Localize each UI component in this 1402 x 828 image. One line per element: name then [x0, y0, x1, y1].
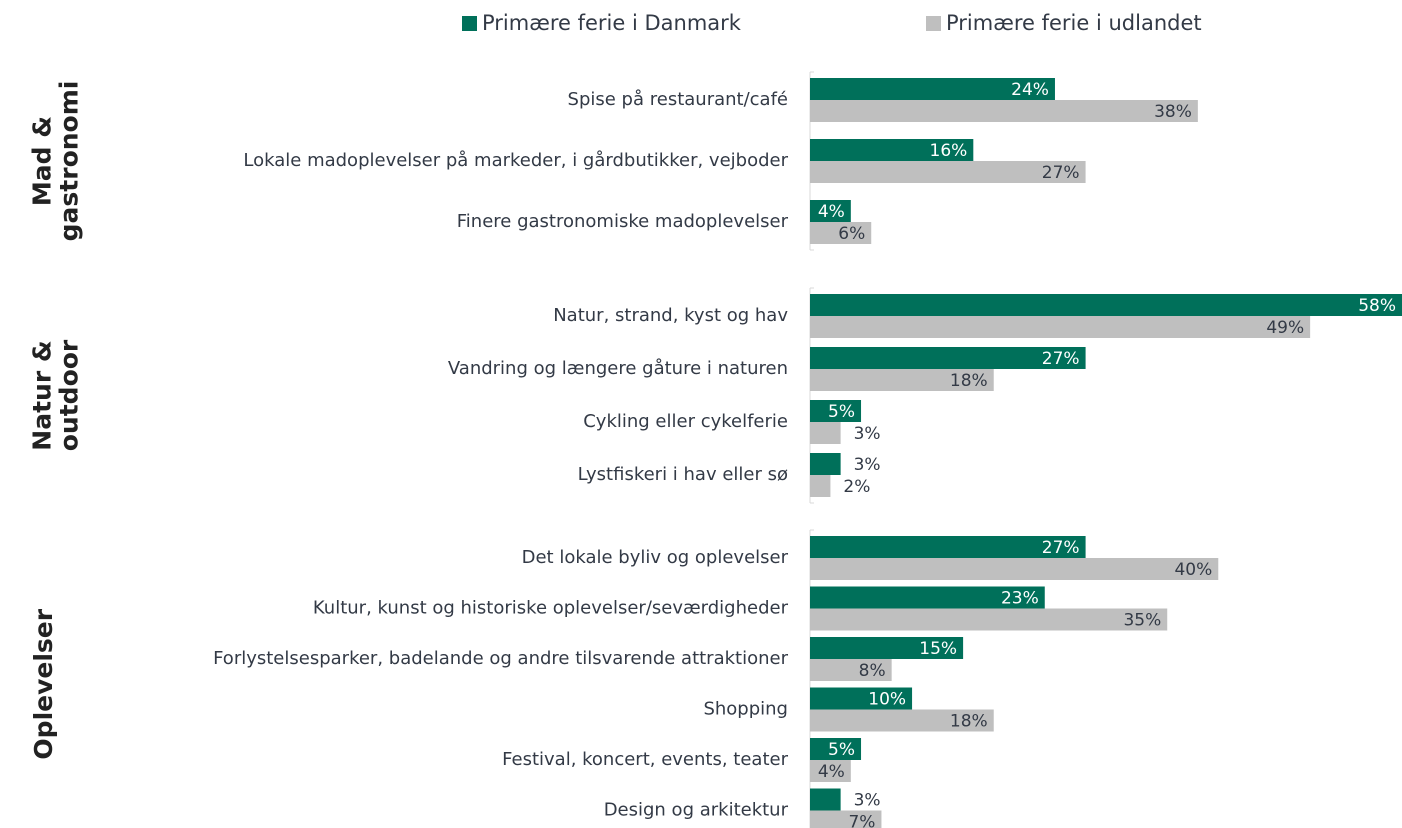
value-label: 10% — [868, 690, 906, 710]
bar — [810, 637, 964, 659]
value-label: 5% — [828, 740, 855, 760]
value-label: 5% — [828, 402, 855, 422]
value-label: 18% — [950, 712, 988, 732]
bar — [810, 608, 1168, 631]
category-label: Festival, koncert, events, teater — [502, 749, 788, 770]
bar — [810, 222, 872, 244]
bar — [810, 453, 841, 475]
legend-swatch — [462, 16, 477, 31]
bar — [810, 294, 1402, 316]
category-label: Shopping — [703, 699, 788, 720]
category-label: Finere gastronomiske madoplevelser — [457, 211, 789, 232]
legend-label: Primære ferie i udlandet — [946, 11, 1202, 35]
value-label: 27% — [1042, 538, 1080, 558]
legend-label: Primære ferie i Danmark — [482, 11, 742, 35]
group-label: outdoor — [55, 339, 84, 451]
category-label: Cykling eller cykelferie — [583, 411, 788, 432]
bar — [810, 475, 831, 497]
bar — [810, 78, 1055, 100]
bar — [810, 586, 1045, 609]
legend-swatch — [926, 16, 941, 31]
category-label: Spise på restaurant/café — [568, 89, 788, 110]
value-label: 27% — [1042, 349, 1080, 369]
value-label: 24% — [1011, 80, 1049, 100]
category-label: Design og arkitektur — [604, 800, 789, 821]
category-label: Vandring og længere gåture i naturen — [448, 358, 788, 379]
value-label: 4% — [818, 762, 845, 782]
bar — [810, 709, 994, 732]
bar — [810, 422, 841, 444]
bar — [810, 161, 1086, 183]
bar — [810, 738, 862, 760]
bar — [810, 659, 892, 681]
bar — [810, 536, 1086, 558]
value-label: 23% — [1001, 589, 1039, 609]
value-label: 3% — [854, 791, 881, 811]
value-label: 38% — [1154, 102, 1192, 122]
bar — [810, 760, 851, 782]
value-label: 4% — [818, 202, 845, 222]
bar — [810, 316, 1311, 338]
value-label: 27% — [1042, 163, 1080, 183]
bar — [810, 558, 1219, 580]
value-label: 18% — [950, 371, 988, 391]
group-label: Natur & — [28, 340, 57, 450]
value-label: 3% — [854, 424, 881, 444]
bar — [810, 810, 882, 828]
category-label: Kultur, kunst og historiske oplevelser/s… — [313, 598, 789, 619]
bar — [810, 200, 851, 222]
bar — [810, 369, 994, 391]
bar — [810, 347, 1086, 369]
value-label: 6% — [838, 224, 865, 244]
bar — [810, 139, 974, 161]
category-label: Natur, strand, kyst og hav — [553, 305, 788, 326]
value-label: 15% — [919, 639, 957, 659]
value-label: 40% — [1174, 560, 1212, 580]
value-label: 16% — [930, 141, 968, 161]
value-label: 3% — [854, 455, 881, 475]
value-label: 58% — [1358, 296, 1396, 316]
value-label: 8% — [859, 661, 886, 681]
group-label: Oplevelser — [29, 608, 58, 759]
category-label: Lystfiskeri i hav eller sø — [578, 464, 788, 485]
category-label: Forlystelsesparker, badelande og andre t… — [213, 648, 789, 669]
category-label: Det lokale byliv og oplevelser — [522, 547, 789, 568]
value-label: 7% — [848, 813, 875, 828]
value-label: 35% — [1123, 611, 1161, 631]
bar — [810, 788, 841, 811]
group-label: gastronomi — [55, 81, 84, 242]
bar — [810, 100, 1198, 122]
bar — [810, 687, 913, 710]
value-label: 49% — [1266, 318, 1304, 338]
category-label: Lokale madoplevelser på markeder, i gård… — [243, 150, 788, 171]
bar — [810, 400, 862, 422]
group-label: Mad & — [28, 116, 57, 206]
value-label: 2% — [843, 477, 870, 497]
